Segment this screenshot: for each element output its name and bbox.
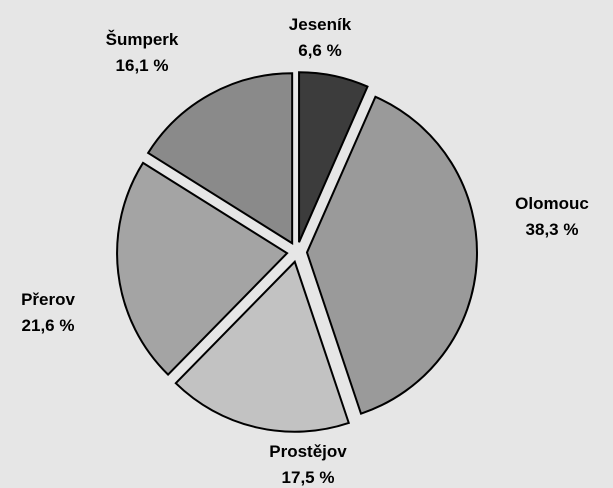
- pie-labels: Jeseník 6,6 % Olomouc 38,3 % Prostějov 17,5 %…: [21, 15, 589, 487]
- pie-slice-šumperk: [146, 72, 294, 246]
- slice-label-name: Olomouc: [515, 194, 589, 213]
- slice-label-value: 16,1 %: [116, 56, 169, 75]
- slice-label-name: Šumperk: [106, 30, 179, 49]
- slice-label-name: Přerov: [21, 290, 75, 309]
- pie-slice-jeseník: [298, 71, 369, 243]
- slice-label-value: 38,3 %: [526, 220, 579, 239]
- pie-slice-olomouc: [305, 95, 478, 415]
- pie-slice-přerov: [116, 161, 289, 377]
- slice-label-name: Prostějov: [269, 442, 347, 461]
- slice-label-value: 17,5 %: [282, 468, 335, 487]
- slice-label-name: Jeseník: [289, 15, 352, 34]
- pie-slice-prostějov: [174, 259, 351, 433]
- slice-label-value: 6,6 %: [298, 41, 341, 60]
- slice-label-value: 21,6 %: [22, 316, 75, 335]
- pie-slices: [116, 71, 478, 433]
